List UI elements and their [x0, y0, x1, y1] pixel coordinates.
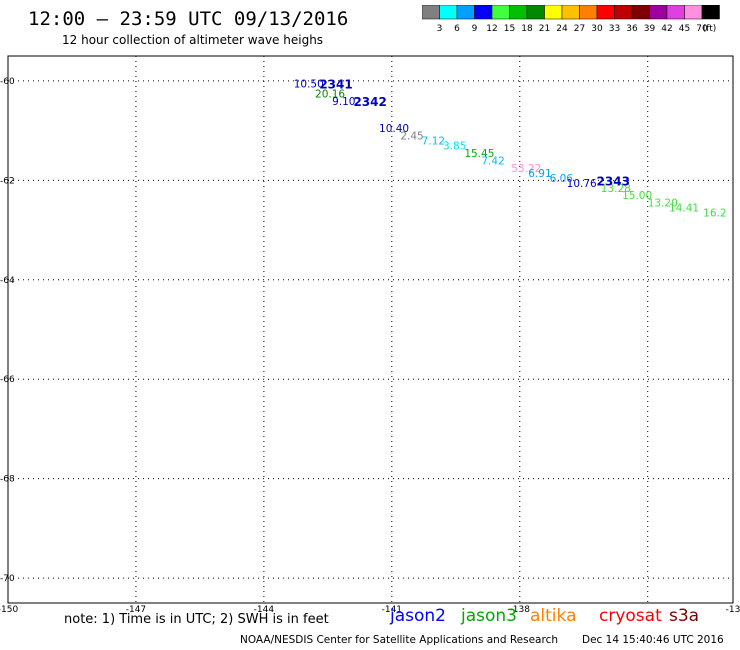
- lon-tick-label: -150: [0, 605, 18, 615]
- color-bin-label: 24: [556, 24, 568, 34]
- wave-height-value: 13.20: [648, 198, 678, 210]
- lon-tick-label: -141: [382, 605, 402, 615]
- color-bin-label: 3: [437, 24, 443, 34]
- lon-tick-label: -138: [510, 605, 531, 615]
- satellite-name: jason2: [390, 606, 446, 626]
- color-bin-label: 39: [644, 24, 656, 34]
- wave-height-value: 7.42: [481, 155, 504, 167]
- color-bin-label: 18: [521, 24, 533, 34]
- wave-height-value: 10.50: [294, 78, 324, 90]
- lat-tick-label: -70: [0, 574, 15, 584]
- color-bin-label: 27: [574, 24, 585, 34]
- wave-height-value: 20.16: [315, 88, 345, 100]
- wave-height-value: 53.22: [511, 163, 541, 175]
- wave-height-value: 13.28: [601, 183, 631, 195]
- lat-tick-label: -68: [0, 475, 15, 485]
- lat-tick-label: -66: [0, 375, 15, 385]
- pass-number-label: 2341: [319, 77, 352, 91]
- color-bin-label: 6: [454, 24, 460, 34]
- satellite-name: jason3: [461, 606, 517, 626]
- color-bin-label: 9: [472, 24, 478, 34]
- pass-number-label: 2343: [597, 174, 630, 188]
- lon-tick-label: -147: [126, 605, 146, 615]
- chart-title: 12:00 – 23:59 UTC 09/13/2016: [28, 8, 349, 30]
- lat-tick-label: -60: [0, 77, 15, 87]
- wave-height-value: 6.91: [528, 168, 551, 180]
- wave-height-value: 3.85: [443, 141, 466, 153]
- color-bin-label: 15: [504, 24, 515, 34]
- color-bin-label: 12: [486, 24, 497, 34]
- satellite-name: s3a: [669, 606, 700, 626]
- unit-label: (ft): [703, 24, 717, 34]
- satellite-name: altika: [530, 606, 577, 626]
- satellite-name: cryosat: [599, 606, 662, 626]
- lat-tick-label: -64: [0, 276, 15, 286]
- color-bin-label: 36: [626, 24, 638, 34]
- map-frame: [7, 55, 734, 604]
- footnote: note: 1) Time is in UTC; 2) SWH is in fe…: [64, 612, 329, 627]
- color-bin-label: 33: [609, 24, 620, 34]
- timestamp-text: Dec 14 15:40:46 UTC 2016: [582, 634, 724, 646]
- color-legend: 3 6 9 12 15 18 21 24 27 30 33 36 39 42 45 70(ft): [422, 5, 720, 34]
- wave-height-value: 14.41: [669, 203, 699, 215]
- wave-height-value: 15.00: [622, 190, 652, 202]
- wave-height-value: 7.12: [422, 136, 445, 148]
- wave-height-value: 10.40: [379, 123, 409, 135]
- lon-tick-label: -144: [254, 605, 275, 615]
- chart-subtitle: 12 hour collection of altimeter wave hei…: [62, 33, 324, 47]
- wave-height-value: 15.45: [464, 148, 494, 160]
- wave-height-value: 2.45: [400, 131, 423, 143]
- wave-height-value: 9.10: [332, 96, 355, 108]
- color-bin-label: 45: [679, 24, 690, 34]
- wave-height-value: 16.2: [703, 208, 726, 220]
- color-bin-label: 21: [539, 24, 550, 34]
- color-bin-label: 42: [661, 24, 672, 34]
- credit-text: NOAA/NESDIS Center for Satellite Applica…: [240, 634, 558, 646]
- color-bin-label: 70: [696, 24, 708, 34]
- lat-tick-label: -62: [0, 176, 15, 186]
- lon-tick-label: -13: [726, 605, 740, 615]
- color-bin: [701, 5, 720, 20]
- wave-height-value: 10.76: [567, 178, 597, 190]
- pass-number-label: 2342: [353, 95, 386, 109]
- color-bin-label: 30: [591, 24, 603, 34]
- wave-height-value: 6.06: [550, 173, 574, 185]
